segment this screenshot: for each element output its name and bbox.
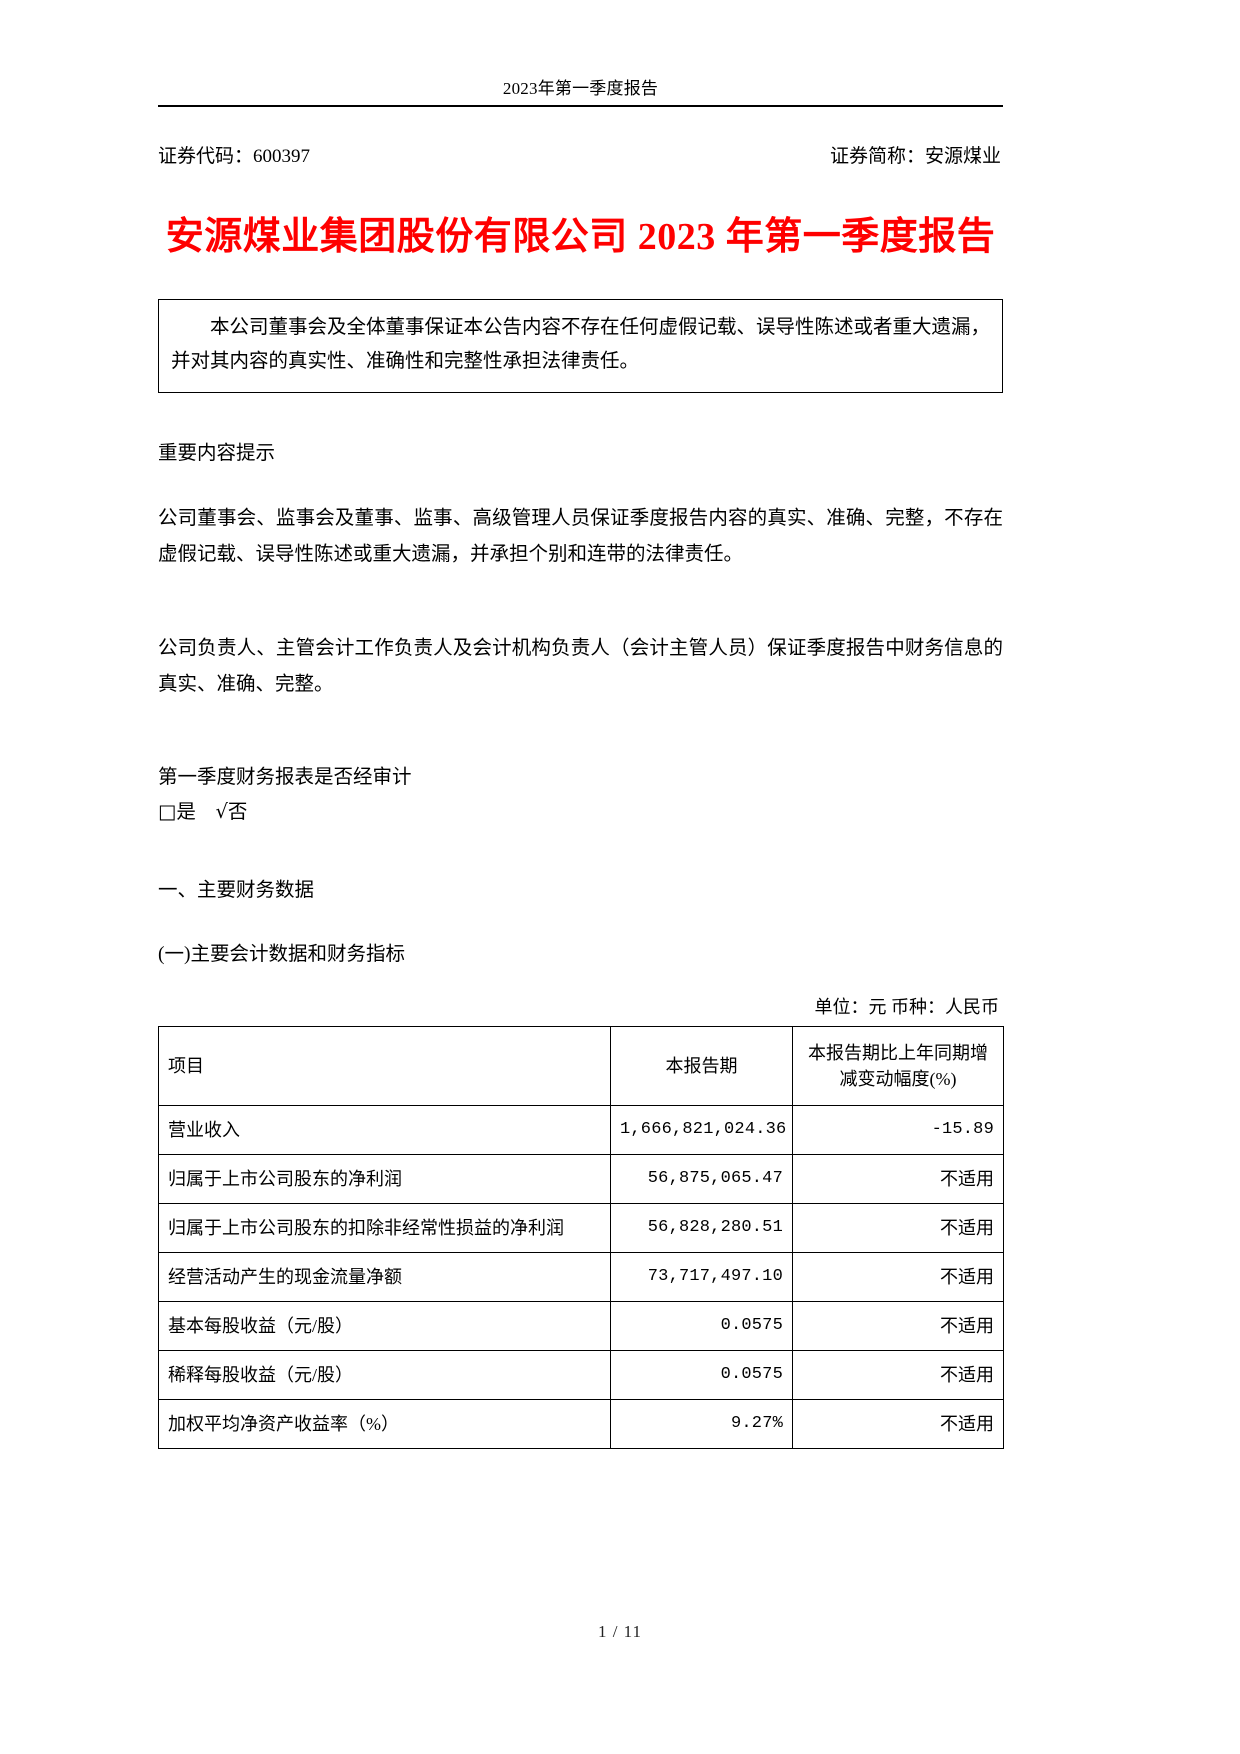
securities-code: 证券代码：600397 <box>158 146 311 167</box>
audit-options: □是 √否 <box>158 795 1003 830</box>
running-header: 2023年第一季度报告 <box>158 0 1003 100</box>
cell-item-name: 加权平均净资产收益率（%） <box>158 1399 611 1449</box>
subsection-heading-accounting-indicators: (一)主要会计数据和财务指标 <box>158 944 405 965</box>
main-financial-table: 项目 本报告期 本报告期比上年同期增 减变动幅度(%) 营业收入 1,666,82… <box>158 1026 1004 1449</box>
col-header-current-period: 本报告期 <box>610 1026 793 1106</box>
notice-paragraph-2: 公司负责人、主管会计工作负责人及会计机构负责人（会计主管人员）保证季度报告中财务… <box>158 638 1003 695</box>
cell-yoy-change-value: -15.89 <box>792 1105 1004 1155</box>
cell-yoy-change-value: 不适用 <box>792 1350 1004 1400</box>
audit-question: 第一季度财务报表是否经审计 <box>158 767 412 788</box>
notice-paragraph-1: 公司董事会、监事会及董事、监事、高级管理人员保证季度报告内容的真实、准确、完整，… <box>158 508 1003 565</box>
cell-current-period-value: 73,717,497.10 <box>610 1252 793 1302</box>
cell-item-name: 稀释每股收益（元/股） <box>158 1350 611 1400</box>
cell-yoy-change-value: 不适用 <box>792 1399 1004 1449</box>
running-header-text: 2023年第一季度报告 <box>502 79 659 98</box>
table-header-row: 项目 本报告期 本报告期比上年同期增 减变动幅度(%) <box>158 1026 1004 1106</box>
page-content: 2023年第一季度报告 证券代码：600397 证券简称：安源煤业 安源煤业集团… <box>158 0 1004 1449</box>
header-divider <box>158 105 1003 107</box>
col-header-yoy-change-line2: 减变动幅度(%) <box>839 1069 957 1089</box>
col-header-yoy-change: 本报告期比上年同期增 减变动幅度(%) <box>792 1026 1004 1106</box>
securities-line: 证券代码：600397 证券简称：安源煤业 <box>158 143 1003 171</box>
table-row: 归属于上市公司股东的净利润 56,875,065.47 不适用 <box>158 1154 1004 1204</box>
cell-current-period-value: 56,828,280.51 <box>610 1203 793 1253</box>
table-row: 基本每股收益（元/股） 0.0575 不适用 <box>158 1301 1004 1351</box>
section-heading-main-financial-data: 一、主要财务数据 <box>158 880 315 901</box>
securities-abbreviation: 证券简称：安源煤业 <box>829 146 1001 167</box>
table-row: 经营活动产生的现金流量净额 73,717,497.10 不适用 <box>158 1252 1004 1302</box>
cell-current-period-value: 0.0575 <box>610 1301 793 1351</box>
table-row: 加权平均净资产收益率（%） 9.27% 不适用 <box>158 1399 1004 1449</box>
col-header-yoy-change-line1: 本报告期比上年同期增 <box>808 1043 988 1063</box>
cell-yoy-change-value: 不适用 <box>792 1154 1004 1204</box>
footer-page-number: 1 / 11 <box>597 1622 643 1641</box>
cell-current-period-value: 56,875,065.47 <box>610 1154 793 1204</box>
cell-item-name: 营业收入 <box>158 1105 611 1155</box>
table-row: 归属于上市公司股东的扣除非经常性损益的净利润 56,828,280.51 不适用 <box>158 1203 1004 1253</box>
page-title: 安源煤业集团股份有限公司 2023 年第一季度报告 <box>165 216 996 258</box>
cell-yoy-change-value: 不适用 <box>792 1203 1004 1253</box>
board-disclaimer-box: 本公司董事会及全体董事保证本公告内容不存在任何虚假记载、误导性陈述或者重大遗漏，… <box>158 299 1003 393</box>
table-row: 营业收入 1,666,821,024.36 -15.89 <box>158 1105 1004 1155</box>
cell-item-name: 归属于上市公司股东的扣除非经常性损益的净利润 <box>158 1203 611 1253</box>
audit-option-yes[interactable]: □是 <box>158 800 196 823</box>
table-row: 稀释每股收益（元/股） 0.0575 不适用 <box>158 1350 1004 1400</box>
cell-current-period-value: 9.27% <box>610 1399 793 1449</box>
cell-yoy-change-value: 不适用 <box>792 1252 1004 1302</box>
cell-item-name: 经营活动产生的现金流量净额 <box>158 1252 611 1302</box>
important-notice-heading: 重要内容提示 <box>158 443 276 464</box>
cell-item-name: 基本每股收益（元/股） <box>158 1301 611 1351</box>
audit-option-no[interactable]: √否 <box>215 800 248 823</box>
cell-current-period-value: 0.0575 <box>610 1350 793 1400</box>
unit-currency-note: 单位：元 币种：人民币 <box>814 997 1000 1017</box>
col-header-item: 项目 <box>158 1026 611 1106</box>
cell-current-period-value: 1,666,821,024.36 <box>610 1105 793 1155</box>
cell-yoy-change-value: 不适用 <box>792 1301 1004 1351</box>
cell-item-name: 归属于上市公司股东的净利润 <box>158 1154 611 1204</box>
